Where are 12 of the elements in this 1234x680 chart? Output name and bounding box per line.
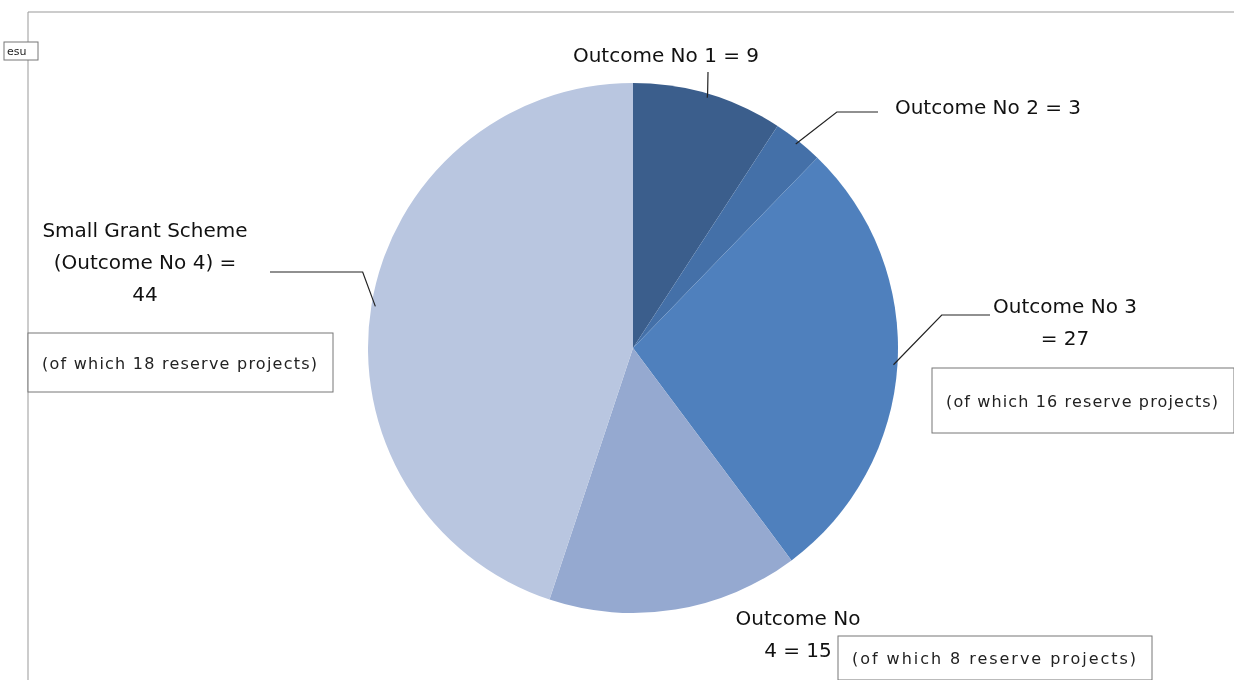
text: (of which 16 reserve projects) [946,391,1218,411]
pie-slice [368,83,633,600]
text: esu [7,45,27,58]
pie-slice [633,157,898,561]
pie-slice [633,125,818,348]
pie-slice [633,83,778,348]
slice-label: Outcome No 1 = 9 [572,43,760,67]
slice-label: Small Grant Scheme (Outcome No 4) = 44 [42,218,248,306]
slice-label: Outcome No 3 = 27 [993,294,1137,350]
text: (of which 18 reserve projects) [42,353,317,373]
pie-slice [549,348,792,613]
slice-label: Outcome No 2 = 3 [894,95,1082,119]
